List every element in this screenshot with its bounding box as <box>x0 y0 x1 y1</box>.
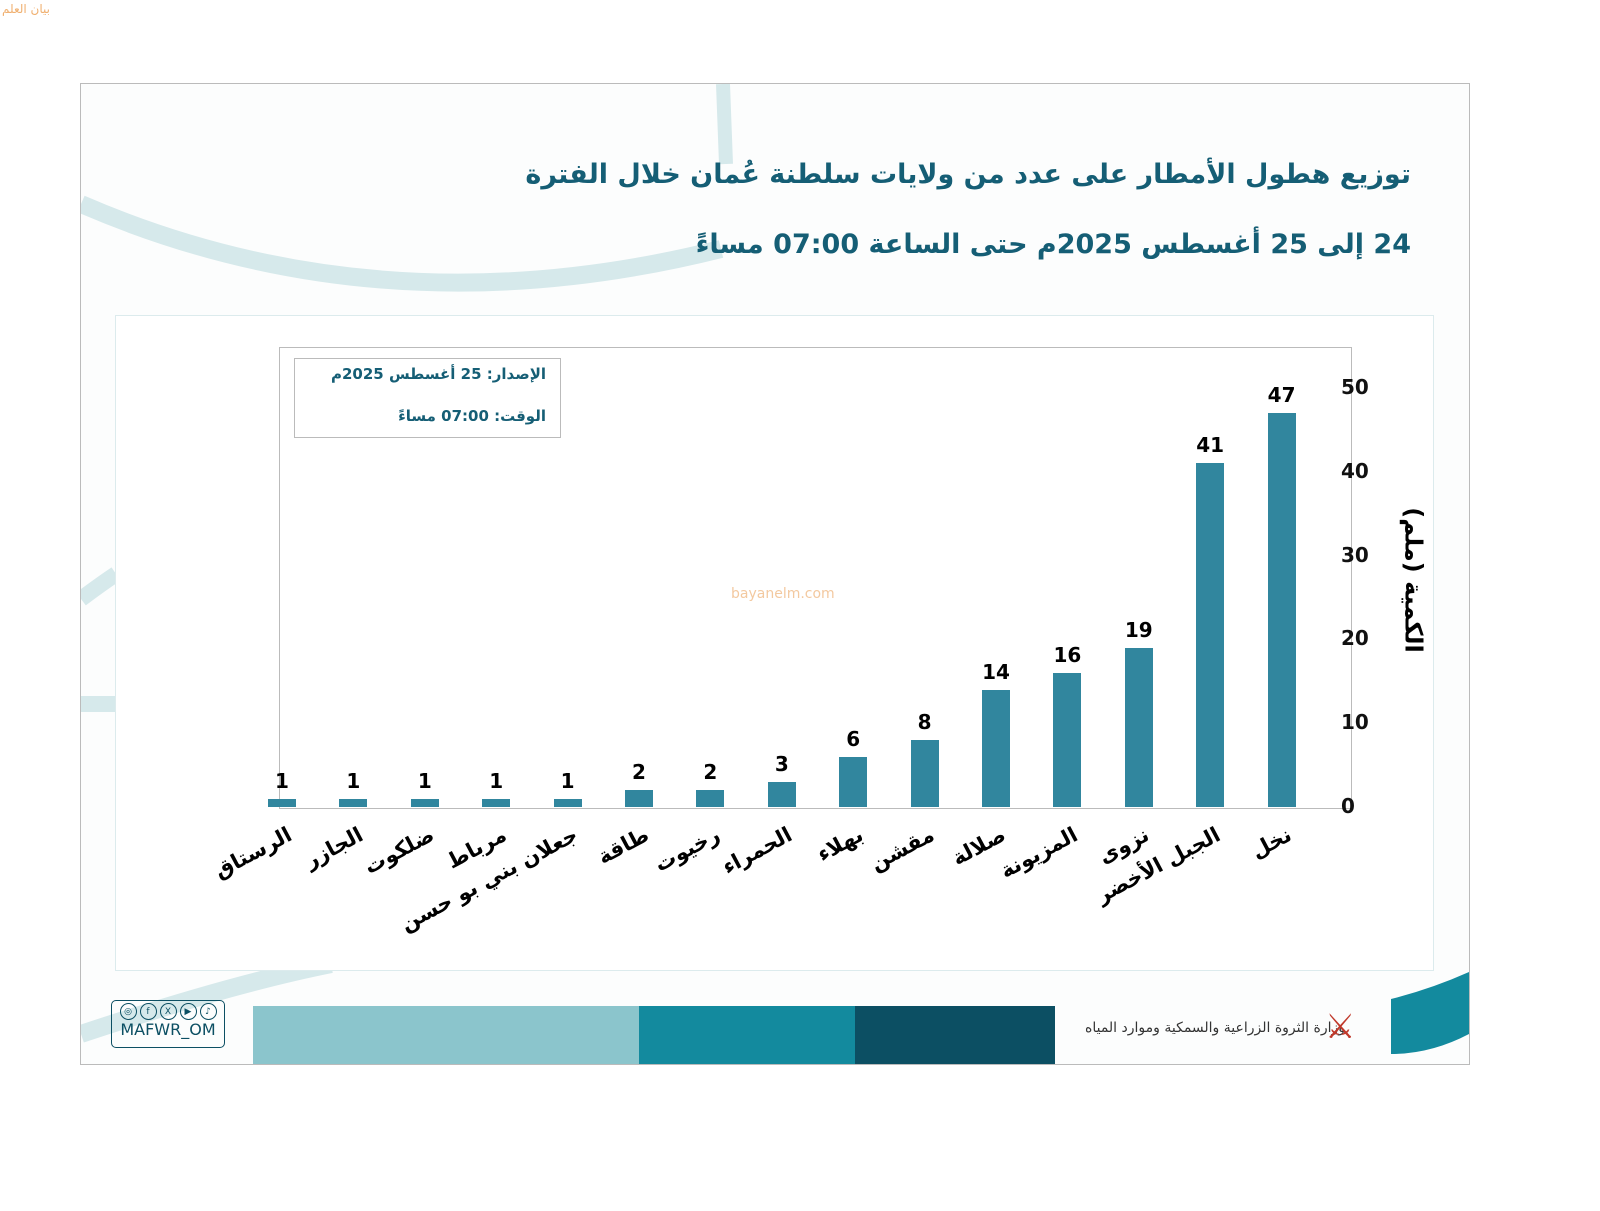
plot-area <box>279 347 1352 809</box>
decorative-arcs <box>81 84 1469 1054</box>
bar <box>339 798 368 807</box>
slide: توزيع هطول الأمطار على عدد من ولايات سلط… <box>80 83 1470 1065</box>
y-tick-label: 20 <box>1341 626 1369 651</box>
x-tick-label: الحمراء <box>717 822 796 879</box>
data-label: 1 <box>275 768 289 793</box>
bar <box>1267 413 1296 807</box>
footer-band-light <box>253 1006 641 1064</box>
data-label: 3 <box>774 751 789 776</box>
data-label: 1 <box>346 768 361 793</box>
x-tick-label: رخيوت <box>650 822 725 877</box>
data-label: 19 <box>1124 617 1153 642</box>
x-tick-label: المزيونة <box>995 822 1082 883</box>
data-label: 16 <box>1053 642 1082 667</box>
bar <box>767 781 796 807</box>
bar <box>625 790 653 807</box>
x-tick-label: الرستاق <box>210 822 296 884</box>
footer-band-dark <box>855 1006 1055 1064</box>
data-label: 14 <box>982 659 1010 684</box>
x-tick-label: طاقة <box>593 822 653 870</box>
y-axis-label: الكمية (ملم) <box>1399 507 1428 653</box>
x-icon[interactable]: X <box>159 1003 177 1020</box>
bar <box>1124 647 1153 807</box>
chart-title-line1: توزيع هطول الأمطار على عدد من ولايات سلط… <box>525 159 1411 190</box>
x-tick-label: ضلكوت <box>360 822 439 879</box>
bar <box>410 798 439 807</box>
y-tick-label: 0 <box>1341 794 1355 818</box>
y-tick-label: 30 <box>1341 542 1369 567</box>
x-tick-label: الجازر <box>300 822 368 873</box>
bar <box>910 739 939 807</box>
facebook-icon[interactable]: f <box>139 1003 157 1020</box>
issue-time: الوقت: 07:00 مساءً <box>398 407 546 425</box>
data-label: 1 <box>560 768 575 793</box>
issue-date: الإصدار: 25 أغسطس 2025م <box>330 365 546 383</box>
bar <box>482 798 511 807</box>
bar <box>839 756 868 807</box>
chart-panel: الإصدار: 25 أغسطس 2025م الوقت: 07:00 مسا… <box>115 315 1434 971</box>
ministry-name: وزارة الثروة الزراعية والسمكية وموارد ال… <box>1085 1020 1345 1036</box>
bar <box>268 798 296 807</box>
youtube-icon[interactable]: ▶ <box>179 1003 197 1020</box>
data-label: 47 <box>1267 383 1296 408</box>
x-tick-label: مقشن <box>866 822 939 876</box>
info-box: الإصدار: 25 أغسطس 2025م الوقت: 07:00 مسا… <box>294 358 561 438</box>
x-tick-label: بهلاء <box>812 822 867 867</box>
data-label: 41 <box>1196 433 1225 458</box>
data-label: 1 <box>417 768 432 793</box>
bar <box>1053 672 1082 807</box>
chart-title-line2: 24 إلى 25 أغسطس 2025م حتى الساعة 07:00 م… <box>695 229 1411 260</box>
footer-band-mid <box>639 1006 857 1064</box>
instagram-icon[interactable]: ◎ <box>119 1003 137 1020</box>
bar <box>696 790 725 807</box>
social-handle-box: ◎ f X ▶ ♪ MAFWR_OM <box>111 1000 225 1048</box>
social-handle: MAFWR_OM <box>120 1020 216 1039</box>
data-label: 6 <box>846 726 861 751</box>
data-label: 2 <box>703 760 718 785</box>
y-tick-label: 40 <box>1341 458 1369 483</box>
watermark: bayanelm.com <box>731 586 835 602</box>
tiktok-icon[interactable]: ♪ <box>199 1003 217 1020</box>
site-logo: بيان العلم <box>2 2 50 16</box>
bar <box>982 689 1010 807</box>
data-label: 1 <box>489 768 504 793</box>
bar <box>553 798 582 807</box>
data-label: 8 <box>917 709 932 734</box>
x-tick-label: نخل <box>1247 822 1296 864</box>
y-tick-label: 50 <box>1341 375 1369 399</box>
bar <box>1196 463 1225 807</box>
y-tick-label: 10 <box>1341 710 1369 735</box>
data-label: 2 <box>632 760 646 785</box>
oman-emblem-icon: ⚔ <box>1325 1007 1356 1047</box>
